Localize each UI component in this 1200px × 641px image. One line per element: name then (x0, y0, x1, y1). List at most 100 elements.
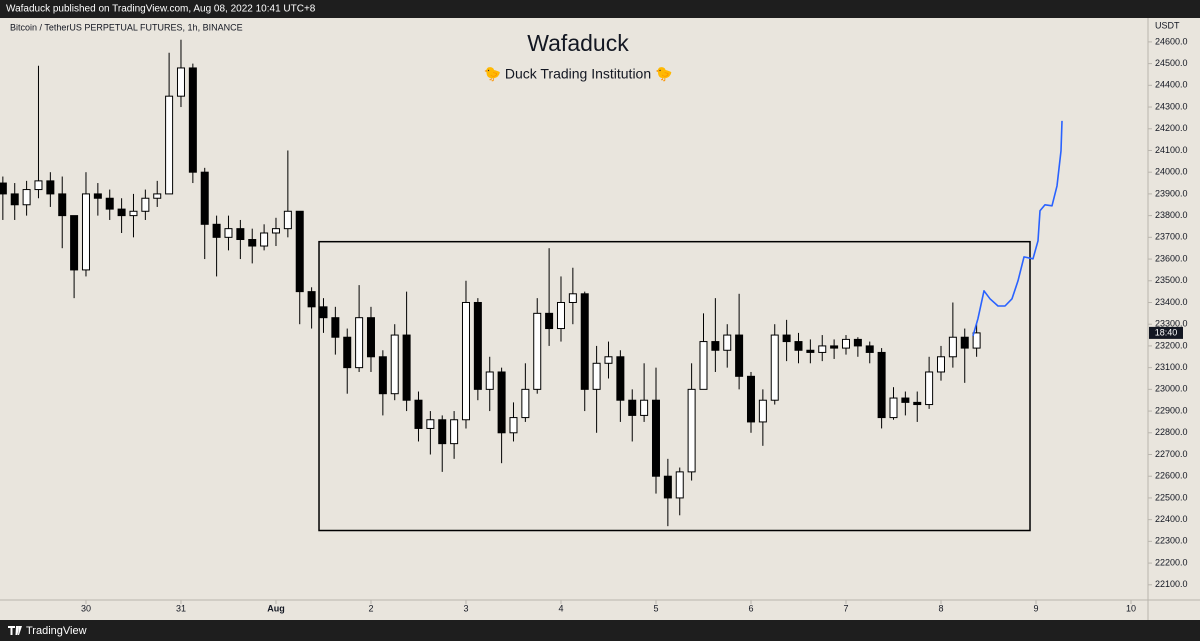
y-tick-label: 23200.0 (1155, 340, 1188, 350)
currency-label: USDT (1155, 20, 1180, 30)
y-tick-label: 22900.0 (1155, 405, 1188, 415)
candle-body (746, 375, 755, 423)
candle-body (402, 334, 411, 401)
candle-body (592, 362, 601, 390)
candle-body (307, 291, 316, 308)
candle-body (200, 171, 209, 225)
candle-body (153, 193, 162, 199)
candle-body (509, 417, 518, 434)
candle-body (355, 317, 364, 369)
candle-body (960, 336, 969, 349)
candle-body (0, 182, 7, 195)
candle-body (925, 371, 934, 406)
candle-body (818, 345, 827, 353)
candle-body (758, 399, 767, 423)
candle-body (188, 67, 197, 173)
candle-body (877, 351, 886, 419)
x-tick-label: 8 (938, 603, 943, 613)
x-tick-label: 10 (1126, 603, 1136, 613)
y-tick-label: 22800.0 (1155, 427, 1188, 437)
candle-body (117, 208, 126, 217)
candle-body (248, 239, 257, 247)
countdown-label: 18:40 (1155, 327, 1178, 337)
y-tick-label: 24600.0 (1155, 36, 1188, 46)
candle-body (948, 336, 957, 358)
candle-body (390, 334, 399, 395)
candle-body (568, 293, 577, 303)
candle-body (450, 419, 459, 445)
candle-body (260, 232, 269, 247)
candle-body (699, 341, 708, 390)
candle-body (236, 228, 245, 241)
candle-body (176, 67, 185, 97)
y-tick-label: 22600.0 (1155, 471, 1188, 481)
y-tick-label: 24100.0 (1155, 145, 1188, 155)
y-tick-label: 22700.0 (1155, 449, 1188, 459)
candle-body (58, 193, 67, 217)
chart-subtitle: 🐤 Duck Trading Institution 🐤 (484, 66, 673, 83)
candle-body (224, 228, 233, 238)
candle-body (93, 193, 102, 199)
candle-body (663, 475, 672, 499)
candle-body (711, 341, 720, 351)
x-tick-label: 4 (558, 603, 563, 613)
y-tick-label: 23400.0 (1155, 297, 1188, 307)
y-tick-label: 23300.0 (1155, 319, 1188, 329)
y-tick-label: 23800.0 (1155, 210, 1188, 220)
candle-body (616, 356, 625, 401)
candle-body (580, 293, 589, 390)
y-tick-label: 23000.0 (1155, 384, 1188, 394)
chart-background (0, 18, 1200, 620)
y-tick-label: 22100.0 (1155, 579, 1188, 589)
candle-body (129, 210, 138, 217)
candle-body (212, 223, 221, 238)
candle-body (438, 419, 447, 445)
symbol-info: Bitcoin / TetherUS PERPETUAL FUTURES, 1h… (10, 22, 243, 32)
candle-body (34, 180, 43, 191)
candle-body (687, 388, 696, 473)
candle-body (865, 345, 874, 353)
y-tick-label: 22200.0 (1155, 557, 1188, 567)
forecast-drawing (972, 120, 1063, 337)
y-tick-label: 23100.0 (1155, 362, 1188, 372)
candle-body (271, 228, 280, 234)
y-tick-label: 23600.0 (1155, 253, 1188, 263)
x-tick-label: Aug (267, 603, 285, 613)
candle-body (331, 317, 340, 338)
candle-body (913, 401, 922, 406)
candle-body (473, 301, 482, 390)
x-tick-label: 31 (176, 603, 186, 613)
candle-body (22, 189, 31, 206)
candle-body (782, 334, 791, 343)
y-tick-label: 24300.0 (1155, 101, 1188, 111)
candle-body (366, 317, 375, 358)
top-bar (0, 0, 1200, 18)
candle-body (853, 338, 862, 347)
candle-body (283, 210, 292, 230)
candle-body (675, 471, 684, 499)
y-tick-label: 24500.0 (1155, 58, 1188, 68)
candle-body (141, 197, 150, 212)
chart-title: Wafaduck (527, 30, 629, 56)
candle-body (105, 197, 114, 210)
y-tick-label: 24400.0 (1155, 80, 1188, 90)
candle-body (806, 349, 815, 353)
candle-body (794, 341, 803, 351)
candle-body (556, 301, 565, 330)
candle-body (378, 356, 387, 395)
candle-body (640, 399, 649, 416)
x-tick-label: 3 (463, 603, 468, 613)
candle-body (81, 193, 90, 271)
candle-body (497, 371, 506, 434)
y-tick-label: 22500.0 (1155, 492, 1188, 502)
publish-info: Wafaduck published on TradingView.com, A… (6, 4, 316, 15)
candle-body (651, 399, 660, 477)
candle-body (972, 332, 981, 349)
range-box (318, 240, 1031, 532)
candle-body (628, 399, 637, 416)
candle-body (735, 334, 744, 377)
candle-body (723, 334, 732, 351)
candle-body (165, 95, 174, 195)
